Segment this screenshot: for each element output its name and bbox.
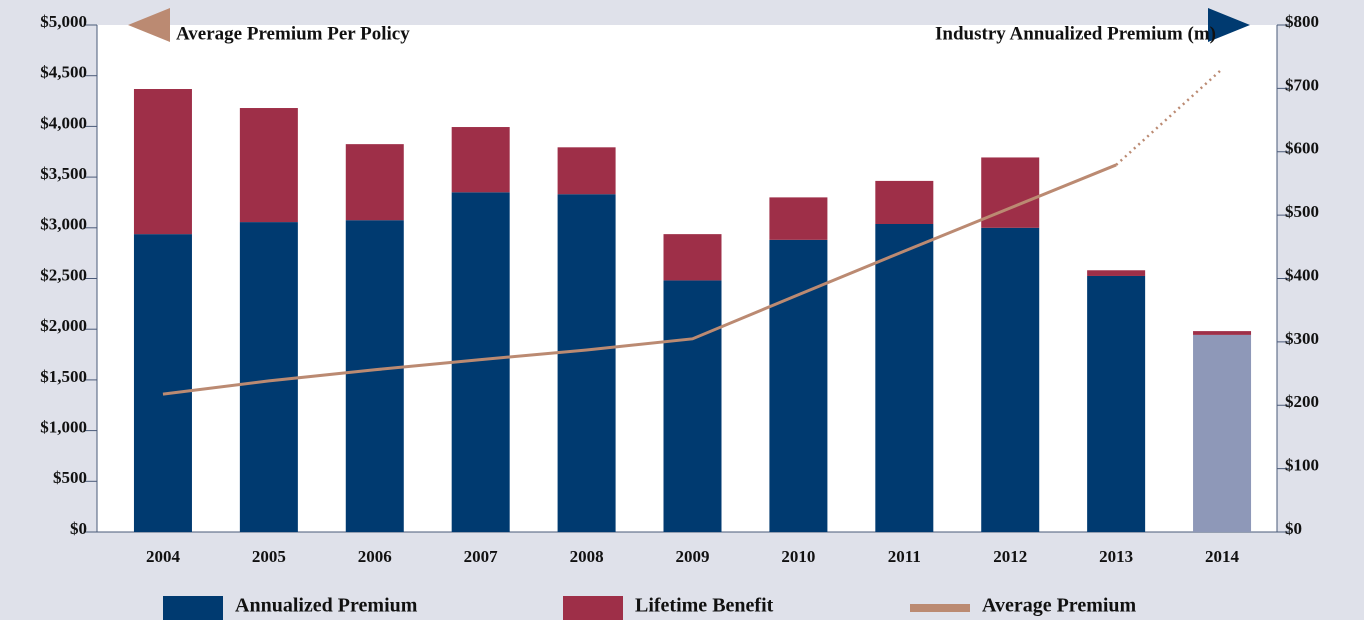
y2-tick-label: $200 [1285,392,1319,411]
bar-segment [663,234,722,281]
bar-segment [557,147,616,195]
y2-tick-label: $300 [1285,329,1319,348]
bar-segment [1087,275,1146,532]
y2-axis-label: Industry Annualized Premium (m) [935,23,1216,44]
bar-segment [133,89,192,235]
y-tick-label: $1,000 [40,418,87,437]
y2-tick-label: $100 [1285,456,1319,475]
y-tick-label: $2,500 [40,265,87,284]
y-tick-label: $3,500 [40,164,87,183]
x-tick-label: 2014 [1205,547,1240,566]
bar-segment [981,227,1040,533]
legend-label: Average Premium [982,595,1137,617]
y-axis-label: Average Premium Per Policy [176,23,410,44]
bar-segment [663,280,722,532]
y2-tick-label: $600 [1285,139,1319,158]
bar-segment [133,234,192,532]
y2-tick-label: $500 [1285,202,1319,221]
bar-segment [1193,331,1252,335]
legend-label: Annualized Premium [235,595,418,617]
bar-segment [239,108,298,223]
line [162,163,1117,396]
x-tick-label: 2006 [358,547,392,566]
right-arrow [1208,8,1250,42]
y2-tick-label: $800 [1285,12,1319,31]
bar-segment [239,222,298,532]
x-tick-label: 2004 [146,547,181,566]
legend-swatch [163,596,223,620]
y2-tick-label: $700 [1285,75,1319,94]
y2-tick-label: $400 [1285,265,1319,284]
x-tick-label: 2008 [570,547,604,566]
legend-swatch [910,604,970,612]
bar-segment [875,223,934,532]
x-tick-label: 2012 [993,547,1027,566]
x-tick-label: 2005 [252,547,286,566]
bar-segment [769,239,828,532]
y-tick-label: $3,000 [40,215,87,234]
bar-segment [451,127,510,193]
y-tick-label: $0 [70,519,87,538]
bar-segment [557,194,616,532]
y2-tick-label: $0 [1285,519,1302,538]
bar-segment [875,180,934,224]
y-tick-label: $1,500 [40,367,87,386]
bar-segment [1087,270,1146,276]
bar-segment [769,197,828,240]
y-tick-label: $4,500 [40,63,87,82]
x-tick-label: 2010 [781,547,815,566]
y-tick-label: $5,000 [40,12,87,31]
legend-label: Lifetime Benefit [635,595,774,617]
x-tick-label: 2011 [888,547,921,566]
left-arrow [128,8,170,42]
legend-swatch [563,596,623,620]
y-tick-label: $500 [53,468,87,487]
x-tick-label: 2013 [1099,547,1133,566]
x-tick-label: 2007 [464,547,499,566]
bar-segment [1193,334,1252,532]
x-tick-label: 2009 [676,547,710,566]
bar-segment [345,220,404,532]
y-tick-label: $4,000 [40,113,87,132]
bar-segment [345,144,404,221]
y-tick-label: $2,000 [40,316,87,335]
